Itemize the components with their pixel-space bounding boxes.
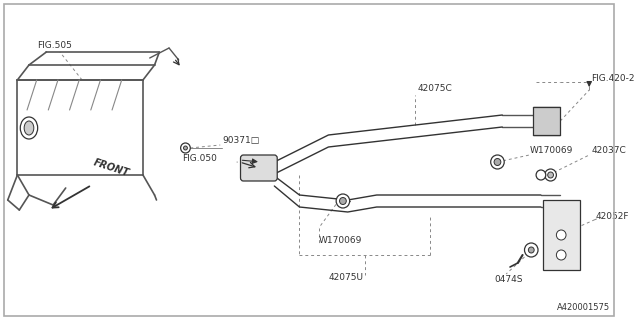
Text: FIG.505: FIG.505 <box>36 41 72 50</box>
Text: 0474S: 0474S <box>495 276 523 284</box>
Circle shape <box>556 230 566 240</box>
Text: 90371□: 90371□ <box>222 135 259 145</box>
Circle shape <box>556 250 566 260</box>
FancyBboxPatch shape <box>543 200 580 270</box>
Text: FRONT: FRONT <box>92 157 130 178</box>
Circle shape <box>180 143 190 153</box>
Text: 42052F: 42052F <box>596 212 630 220</box>
Circle shape <box>529 247 534 253</box>
Circle shape <box>340 197 346 204</box>
Text: FIG.420-2: FIG.420-2 <box>591 74 635 83</box>
Ellipse shape <box>20 117 38 139</box>
Circle shape <box>494 158 501 165</box>
Text: FIG.050: FIG.050 <box>182 154 218 163</box>
Text: W170069: W170069 <box>529 146 573 155</box>
Ellipse shape <box>24 121 34 135</box>
Text: W170069: W170069 <box>319 236 362 244</box>
Text: 42075C: 42075C <box>417 84 452 92</box>
Circle shape <box>184 146 188 150</box>
Text: 42075U: 42075U <box>328 274 364 283</box>
FancyBboxPatch shape <box>241 155 277 181</box>
Circle shape <box>491 155 504 169</box>
Circle shape <box>548 172 554 178</box>
Circle shape <box>525 243 538 257</box>
Circle shape <box>536 170 546 180</box>
Text: A420001575: A420001575 <box>557 303 611 312</box>
FancyBboxPatch shape <box>533 107 560 135</box>
Text: 42037C: 42037C <box>591 146 626 155</box>
Circle shape <box>336 194 349 208</box>
Circle shape <box>545 169 556 181</box>
